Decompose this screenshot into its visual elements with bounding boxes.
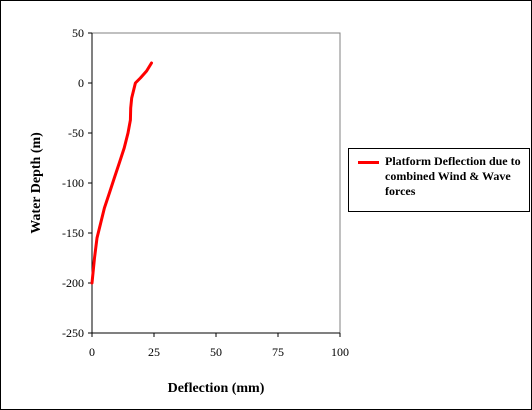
y-tick-label: -250 xyxy=(62,326,84,340)
y-tick-label: -50 xyxy=(68,126,84,140)
series-group xyxy=(90,61,153,285)
x-tick-label: 25 xyxy=(148,345,160,359)
series-line xyxy=(90,61,153,285)
x-tick-label: 75 xyxy=(272,345,284,359)
x-axis-title: Deflection (mm) xyxy=(168,381,265,396)
x-tick-label: 0 xyxy=(89,345,95,359)
x-tick-label: 100 xyxy=(331,345,349,359)
y-tick-label: -200 xyxy=(62,276,84,290)
y-axis-title: Water Depth (m) xyxy=(29,132,44,234)
y-axis: 50 0 -50 -100 -150 -200 -250 xyxy=(62,26,93,340)
legend-label: Platform Deflection due to combined Wind… xyxy=(385,154,521,198)
y-tick-label: -150 xyxy=(62,226,84,240)
y-tick-label: -100 xyxy=(62,176,84,190)
legend: Platform Deflection due to combined Wind… xyxy=(348,148,530,212)
legend-swatch xyxy=(358,161,379,164)
y-tick-label: 0 xyxy=(78,76,84,90)
x-tick-label: 50 xyxy=(210,345,222,359)
x-axis: 0 25 50 75 100 xyxy=(89,332,349,359)
y-tick-label: 50 xyxy=(72,26,84,40)
plot-area xyxy=(91,32,341,334)
